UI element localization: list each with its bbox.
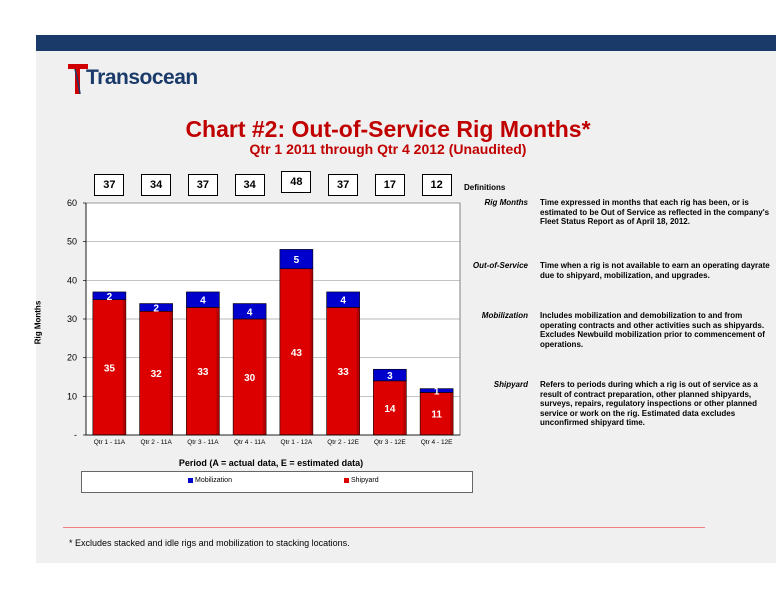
legend-item-shipyard: Shipyard (344, 477, 379, 484)
logo-wordmark: Transocean (86, 66, 198, 89)
legend-label-mobilization: Mobilization (195, 477, 232, 484)
chart-legend: Mobilization Shipyard (81, 471, 473, 493)
data-label-mobilization: 2 (107, 292, 113, 303)
x-tick-label: Qtr 2 - 11A (140, 439, 172, 446)
bar-shipyard (326, 307, 360, 436)
transocean-logo-icon (68, 64, 88, 95)
bar-mobilization (139, 303, 173, 312)
bar-shipyard-shade (450, 392, 454, 435)
bar-mobilization (326, 291, 360, 308)
data-label-mobilization: 4 (340, 296, 346, 307)
data-label-shipyard: 33 (197, 367, 209, 378)
y-tick-label: 10 (67, 391, 77, 401)
definition-desc-out-of-service: Time when a rig is not available to earn… (540, 261, 770, 280)
data-label-mobilization: 5 (294, 255, 300, 266)
y-tick-label: 30 (67, 314, 77, 324)
bar-shipyard-shade (216, 307, 220, 435)
data-label-mobilization: 1 (434, 387, 440, 398)
total-box: 12 (421, 174, 452, 196)
header-band (36, 35, 776, 51)
y-tick-label: 60 (67, 198, 77, 208)
legend-swatch-shipyard (344, 478, 349, 483)
definition-term-rig-months: Rig Months (484, 198, 528, 207)
data-label-mobilization: 2 (153, 303, 159, 314)
y-tick-label: - (74, 430, 77, 440)
legend-item-mobilization: Mobilization (188, 477, 232, 484)
chart-title: Chart #2: Out-of-Service Rig Months* (185, 116, 591, 142)
bar-shipyard-shade (356, 307, 360, 435)
data-label-mobilization: 4 (200, 296, 206, 307)
data-label-mobilization: 3 (387, 371, 393, 382)
total-box: 34 (234, 174, 265, 196)
bar-shipyard (232, 318, 267, 436)
bar-mobilization (279, 249, 314, 270)
data-label-shipyard: 33 (338, 367, 350, 378)
definition-desc-mobilization: Includes mobilization and demobilization… (540, 311, 765, 349)
total-box: 34 (141, 174, 172, 196)
data-label-shipyard: 30 (244, 373, 256, 384)
definition-desc-shipyard: Refers to periods during which a rig is … (540, 380, 758, 428)
x-axis-title: Period (A = actual data, E = estimated d… (178, 458, 364, 468)
bar-shipyard-shade (403, 380, 407, 435)
x-tick-label: Qtr 3 - 11A (187, 439, 219, 446)
bar-shipyard-shade (309, 268, 313, 435)
data-label-shipyard: 11 (431, 410, 442, 421)
definition-term-shipyard: Shipyard (493, 380, 528, 389)
total-box: 37 (187, 174, 218, 196)
bar-shipyard-shade (122, 299, 126, 435)
data-label-shipyard: 35 (104, 363, 116, 374)
definition-desc-rig-months: Time expressed in months that each rig h… (540, 198, 770, 227)
bar-mobilization (232, 303, 267, 320)
bar-mobilization (373, 368, 407, 382)
bar-shipyard (186, 307, 220, 436)
definition-term-mobilization: Mobilization (481, 311, 528, 320)
x-tick-label: Qtr 1 - 12A (280, 439, 312, 446)
x-tick-label: Qtr 4 - 11A (234, 439, 266, 446)
data-label-shipyard: 43 (291, 348, 303, 359)
legend-label-shipyard: Shipyard (351, 477, 379, 484)
x-tick-label: Qtr 4 - 12E (421, 439, 453, 446)
data-label-shipyard: 32 (151, 369, 163, 380)
total-box: 48 (281, 171, 312, 193)
data-label-mobilization: 4 (247, 307, 253, 318)
footnote: * Excludes stacked and idle rigs and mob… (69, 538, 350, 548)
bar-shipyard (373, 380, 407, 436)
bar-shipyard-shade (263, 319, 267, 435)
total-box: 37 (94, 174, 125, 196)
y-tick-label: 50 (67, 237, 77, 247)
definition-term-out-of-service: Out-of-Service (472, 261, 528, 270)
bar-mobilization (92, 291, 127, 300)
bar-mobilization (419, 388, 454, 393)
bar-mobilization (186, 291, 220, 308)
definitions-heading: Definitions (464, 183, 506, 192)
data-label-shipyard: 14 (384, 404, 396, 415)
bar-shipyard (419, 392, 454, 436)
y-tick-label: 40 (67, 275, 77, 285)
y-axis-title: Rig Months (33, 300, 43, 345)
bar-shipyard-shade (169, 311, 173, 435)
bar-shipyard (279, 268, 314, 436)
y-tick-label: 20 (67, 353, 77, 363)
legend-swatch-mobilization (188, 478, 193, 483)
x-tick-label: Qtr 2 - 12E (327, 439, 359, 446)
x-tick-label: Qtr 3 - 12E (374, 439, 406, 446)
x-tick-label: Qtr 1 - 11A (94, 439, 126, 446)
chart-subtitle: Qtr 1 2011 through Qtr 4 2012 (Unaudited… (249, 141, 527, 157)
total-box: 17 (374, 174, 405, 196)
footer-divider (63, 527, 705, 528)
total-box: 37 (328, 174, 359, 196)
